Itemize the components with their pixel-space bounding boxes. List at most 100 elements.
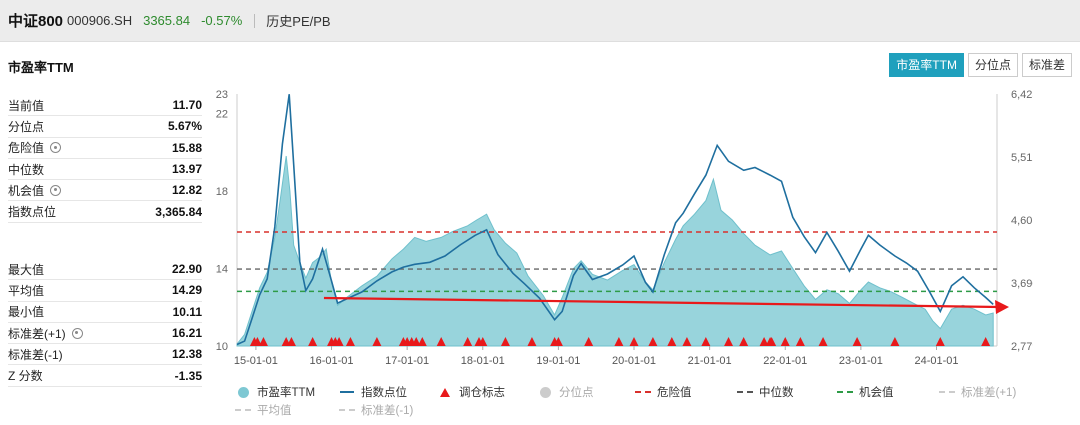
legend-item[interactable]: 标准差(+1) [936, 384, 1046, 400]
x-axis-tick-label: 17-01-01 [385, 355, 429, 367]
stat-row: 平均值 14.29 [8, 280, 202, 302]
dash-marker-icon [837, 391, 853, 393]
stat-row: Z 分数 -1.35 [8, 365, 202, 387]
rebalance-marker [667, 337, 677, 346]
rebalance-marker [478, 337, 488, 346]
gear-icon[interactable] [50, 142, 62, 154]
index-price: 3365.84 [143, 13, 191, 28]
right-axis-tick-label: 5,512 [1011, 152, 1033, 164]
rebalance-marker [258, 337, 268, 346]
stat-label: 标准差(+1) [8, 325, 83, 342]
stat-row: 机会值 12.82 [8, 180, 202, 202]
metric-tabs: 市盈率TTM 分位点 标准差 [889, 53, 1072, 77]
stat-row: 标准差(-1) 12.38 [8, 344, 202, 366]
stat-value: 11.70 [172, 98, 202, 113]
stat-label: 中位数 [8, 162, 45, 177]
legend-label: 指数点位 [361, 387, 407, 399]
trend-arrow-line [323, 296, 1000, 309]
dash-marker-icon [235, 409, 251, 411]
stats-top: 当前值 11.70 分位点 5.67% 危险值 15.88 中位数 13.97 机会值 12.82… [8, 95, 202, 223]
rebalance-marker [767, 337, 777, 346]
stat-value: 16.21 [171, 326, 202, 341]
stat-label: 分位点 [8, 119, 45, 134]
legend-item[interactable]: 分位点 [534, 384, 632, 400]
rebalance-marker [614, 337, 624, 346]
legend-label: 标准差(+1) [961, 387, 1017, 399]
legend-item[interactable]: 危险值 [632, 384, 734, 400]
header-separator [254, 13, 256, 28]
gear-icon[interactable] [50, 184, 62, 196]
rebalance-marker [417, 337, 427, 346]
right-axis-tick-label: 6,423 [1011, 89, 1033, 101]
legend-label: 平均值 [257, 405, 292, 417]
x-axis-tick-label: 18-01-01 [461, 355, 505, 367]
legend-item[interactable]: 市盈率TTM [232, 384, 336, 400]
left-axis-tick-label: 10 [216, 341, 228, 353]
stat-row: 最大值 22.90 [8, 259, 202, 281]
rebalance-marker [286, 337, 296, 346]
header-bar: 中证800 000906.SH 3365.84 -0.57% 历史PE/PB [0, 0, 1080, 42]
tab-pe-ttm[interactable]: 市盈率TTM [889, 53, 964, 77]
stat-value: 5.67% [167, 119, 202, 134]
rebalance-marker [818, 337, 828, 346]
legend-item[interactable]: 机会值 [834, 384, 936, 400]
stat-row: 指数点位 3,365.84 [8, 201, 202, 223]
x-axis-tick-label: 21-01-01 [688, 355, 732, 367]
rebalance-marker [935, 337, 945, 346]
history-pe-pb-link[interactable]: 历史PE/PB [266, 14, 331, 29]
dot-marker-icon [237, 386, 249, 398]
rebalance-marker [372, 337, 382, 346]
stat-label: 机会值 [8, 182, 62, 199]
legend-item[interactable]: 指数点位 [336, 384, 434, 400]
stat-label: Z 分数 [8, 369, 43, 384]
tab-percentile[interactable]: 分位点 [967, 53, 1018, 77]
dash-marker-icon [635, 391, 651, 393]
legend-item[interactable]: 中位数 [734, 384, 834, 400]
legend-label: 市盈率TTM [257, 387, 316, 399]
stat-row: 当前值 11.70 [8, 95, 202, 117]
x-axis-tick-label: 23-01-01 [839, 355, 883, 367]
legend-label: 危险值 [657, 387, 692, 399]
rebalance-marker [629, 337, 639, 346]
legend-item[interactable]: 调仓标志 [434, 384, 534, 400]
rebalance-marker [648, 337, 658, 346]
tab-stddev[interactable]: 标准差 [1021, 53, 1072, 77]
rebalance-marker [463, 337, 473, 346]
stat-value: 15.88 [171, 140, 202, 155]
rebalance-marker [981, 337, 991, 346]
gear-icon[interactable] [71, 327, 83, 339]
rebalance-marker [724, 337, 734, 346]
section-title: 市盈率TTM [8, 60, 74, 75]
rebalance-marker [527, 337, 537, 346]
line-marker-icon [340, 391, 354, 393]
stat-value: 12.82 [171, 183, 202, 198]
rebalance-marker [500, 337, 510, 346]
rebalance-marker [308, 337, 318, 346]
stat-row: 最小值 10.11 [8, 302, 202, 323]
index-change: -0.57% [201, 13, 243, 28]
x-axis-tick-label: 15-01-01 [234, 355, 278, 367]
legend-label: 分位点 [559, 387, 594, 399]
legend-label: 中位数 [759, 387, 794, 399]
legend-item[interactable]: 平均值 [232, 402, 336, 418]
legend-item[interactable]: 标准差(-1) [336, 402, 434, 418]
rebalance-marker [682, 337, 692, 346]
rebalance-marker [852, 337, 862, 346]
trend-arrow-head-icon [995, 300, 1009, 314]
rebalance-marker [795, 337, 805, 346]
index-name: 中证800 [8, 13, 64, 30]
stat-value: 3,365.84 [155, 204, 202, 219]
stat-row: 标准差(+1) 16.21 [8, 323, 202, 345]
stat-label: 危险值 [8, 139, 62, 156]
rebalance-marker [411, 337, 421, 346]
rebalance-marker [759, 337, 769, 346]
pe-chart: 10 14 18 22 23 2,779 3,690 4,601 5,512 6,423 15-01… [216, 89, 1033, 367]
x-axis-tick-label: 19-01-01 [536, 355, 580, 367]
index-code: 000906.SH [67, 13, 133, 28]
dash-marker-icon [737, 391, 753, 393]
stat-row: 中位数 13.97 [8, 159, 202, 181]
rebalance-marker [739, 337, 749, 346]
right-axis-tick-label: 2,779 [1011, 341, 1033, 353]
rebalance-marker [553, 337, 563, 346]
rebalance-marker [252, 337, 262, 346]
